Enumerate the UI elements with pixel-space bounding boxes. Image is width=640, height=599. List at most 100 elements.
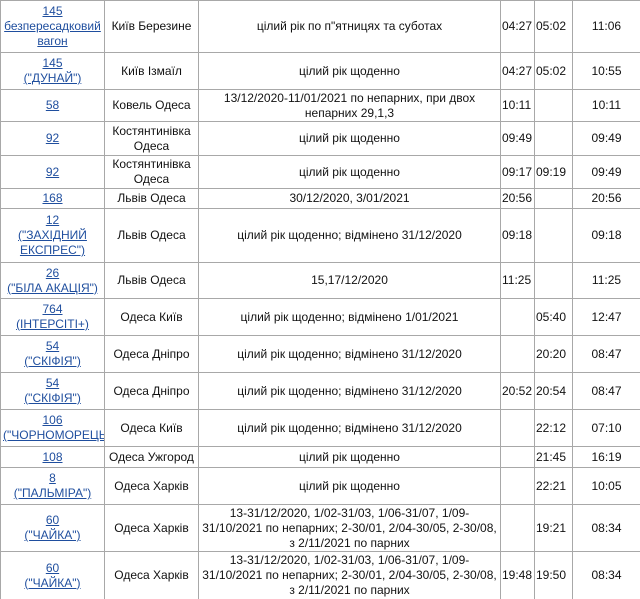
train-cell: 764 (ІНТЕРСІТІ+) bbox=[0, 298, 105, 336]
final-time: 08:47 bbox=[572, 335, 640, 373]
train-name: (ІНТЕРСІТІ+) bbox=[16, 317, 89, 331]
train-row: 764 (ІНТЕРСІТІ+) Одеса Київ цілий рік щоден… bbox=[0, 298, 640, 336]
arrival-time: 20:52 bbox=[500, 372, 535, 410]
departure-time: 05:02 bbox=[534, 52, 573, 90]
train-link[interactable]: 12 ("ЗАХІДНИЙ ЕКСПРЕС") bbox=[18, 213, 87, 257]
train-link[interactable]: 8 ("ПАЛЬМІРА") bbox=[14, 471, 91, 500]
final-time: 11:06 bbox=[572, 0, 640, 53]
train-number: 12 bbox=[45, 213, 60, 227]
final-time: 09:49 bbox=[572, 121, 640, 156]
departure-time: 05:40 bbox=[534, 298, 573, 336]
train-name: ("ЧАЙКА") bbox=[24, 528, 81, 542]
train-link[interactable]: 764 (ІНТЕРСІТІ+) bbox=[16, 302, 89, 331]
train-link[interactable]: 92 bbox=[46, 131, 59, 145]
train-link[interactable]: 168 bbox=[42, 191, 62, 205]
train-link[interactable]: 106 ("ЧОРНОМОРЕЦЬ") bbox=[3, 413, 105, 442]
departure-time bbox=[534, 262, 573, 299]
train-link[interactable]: 145 ("ДУНАЙ") bbox=[24, 56, 82, 85]
departure-time bbox=[534, 121, 573, 156]
train-number: 60 bbox=[45, 513, 60, 527]
route: Костянтинівка Одеса bbox=[104, 155, 199, 189]
arrival-time bbox=[500, 335, 535, 373]
departure-time: 20:20 bbox=[534, 335, 573, 373]
final-time: 07:10 bbox=[572, 409, 640, 447]
route: Одеса Харків bbox=[104, 551, 199, 599]
train-number: 60 bbox=[45, 560, 60, 575]
final-time: 09:18 bbox=[572, 208, 640, 263]
final-time: 08:34 bbox=[572, 504, 640, 552]
train-cell: 168 bbox=[0, 188, 105, 209]
schedule: 13-31/12/2020, 1/02-31/03, 1/06-31/07, 1… bbox=[198, 551, 501, 599]
train-row: 108 Одеса Ужгород цілий рік щоденно 21:45 16… bbox=[0, 446, 640, 468]
route: Одеса Харків bbox=[104, 467, 199, 505]
train-number: 168 bbox=[42, 191, 63, 205]
final-time: 12:47 bbox=[572, 298, 640, 336]
arrival-time: 09:18 bbox=[500, 208, 535, 263]
train-row: 92 Костянтинівка Одеса цілий рік щоденно 09… bbox=[0, 121, 640, 156]
final-time: 20:56 bbox=[572, 188, 640, 209]
train-name: ("ДУНАЙ") bbox=[23, 71, 82, 85]
schedule: цілий рік щоденно bbox=[198, 467, 501, 505]
route: Одеса Дніпро bbox=[104, 335, 199, 373]
route: Ковель Одеса bbox=[104, 89, 199, 122]
train-cell: 54 ("СКІФІЯ") bbox=[0, 372, 105, 410]
train-number: 58 bbox=[45, 98, 60, 112]
route: Львів Одеса bbox=[104, 262, 199, 299]
final-time: 10:05 bbox=[572, 467, 640, 505]
route: Одеса Дніпро bbox=[104, 372, 199, 410]
train-cell: 92 bbox=[0, 155, 105, 189]
train-link[interactable]: 58 bbox=[46, 98, 59, 112]
schedule: 13/12/2020-11/01/2021 по непарних, при д… bbox=[198, 89, 501, 122]
schedule: 13-31/12/2020, 1/02-31/03, 1/06-31/07, 1… bbox=[198, 504, 501, 552]
final-time: 08:34 bbox=[572, 551, 640, 599]
train-link[interactable]: 26 ("БІЛА АКАЦІЯ") bbox=[7, 266, 98, 295]
arrival-time bbox=[500, 446, 535, 468]
train-number: 108 bbox=[42, 449, 63, 464]
train-link[interactable]: 60 ("ЧАЙКА") bbox=[24, 561, 80, 590]
train-row: 60 ("ЧАЙКА") Одеса Харків 13-31/12/2020, 1/… bbox=[0, 551, 640, 599]
schedule: цілий рік щоденно; відмінено 31/12/2020 bbox=[198, 335, 501, 373]
train-number: 106 bbox=[42, 413, 63, 427]
departure-time: 20:54 bbox=[534, 372, 573, 410]
train-link[interactable]: 92 bbox=[46, 165, 59, 179]
train-name: ("СКІФІЯ") bbox=[24, 354, 81, 368]
train-row: 12 ("ЗАХІДНИЙ ЕКСПРЕС") Львів Одеса цілий р… bbox=[0, 208, 640, 263]
train-row: 26 ("БІЛА АКАЦІЯ") Львів Одеса 15,17/12/202… bbox=[0, 262, 640, 299]
route: Одеса Київ bbox=[104, 298, 199, 336]
route: Київ Березине bbox=[104, 0, 199, 53]
departure-time: 19:50 bbox=[534, 551, 573, 599]
train-number: 764 bbox=[42, 302, 63, 316]
train-link[interactable]: 145 безпересадковий вагон bbox=[4, 4, 101, 48]
route: Київ Ізмаїл bbox=[104, 52, 199, 90]
train-number: 26 bbox=[45, 265, 60, 280]
train-row: 54 ("СКІФІЯ") Одеса Дніпро цілий рік щоденн… bbox=[0, 372, 640, 410]
schedule: цілий рік щоденно bbox=[198, 155, 501, 189]
train-cell: 106 ("ЧОРНОМОРЕЦЬ") bbox=[0, 409, 105, 447]
train-link[interactable]: 60 ("ЧАЙКА") bbox=[24, 513, 80, 542]
train-name: безпересадковий вагон bbox=[4, 19, 101, 48]
schedule: цілий рік по п"ятницях та суботах bbox=[198, 0, 501, 53]
train-link[interactable]: 54 ("СКІФІЯ") bbox=[24, 339, 81, 368]
departure-time: 21:45 bbox=[534, 446, 573, 468]
train-row: 145 безпересадковий вагон Київ Березине ціл… bbox=[0, 0, 640, 53]
train-name: ("ЧАЙКА") bbox=[24, 575, 81, 590]
train-cell: 92 bbox=[0, 121, 105, 156]
schedule: цілий рік щоденно bbox=[198, 121, 501, 156]
train-name: ("ЗАХІДНИЙ ЕКСПРЕС") bbox=[18, 228, 87, 257]
train-link[interactable]: 108 bbox=[42, 450, 62, 464]
train-name: ("БІЛА АКАЦІЯ") bbox=[7, 280, 98, 295]
schedule: 30/12/2020, 3/01/2021 bbox=[198, 188, 501, 209]
departure-time: 22:21 bbox=[534, 467, 573, 505]
train-link[interactable]: 54 ("СКІФІЯ") bbox=[24, 376, 81, 405]
train-number: 145 bbox=[42, 4, 63, 18]
route: Львів Одеса bbox=[104, 188, 199, 209]
train-row: 58 Ковель Одеса 13/12/2020-11/01/2021 по н… bbox=[0, 89, 640, 122]
departure-time: 09:19 bbox=[534, 155, 573, 189]
train-name: ("ЧОРНОМОРЕЦЬ") bbox=[3, 428, 105, 442]
train-row: 54 ("СКІФІЯ") Одеса Дніпро цілий рік щоденн… bbox=[0, 335, 640, 373]
final-time: 08:47 bbox=[572, 372, 640, 410]
schedule: цілий рік щоденно; відмінено 31/12/2020 bbox=[198, 208, 501, 263]
